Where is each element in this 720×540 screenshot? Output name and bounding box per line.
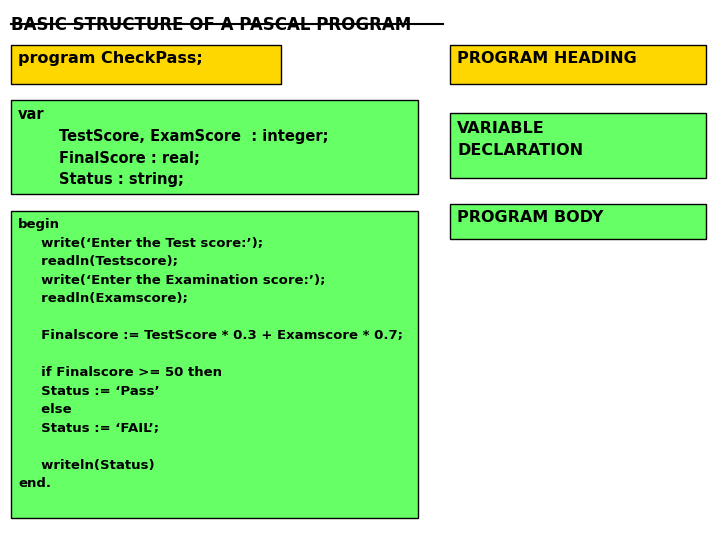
Text: program CheckPass;: program CheckPass;: [18, 51, 203, 66]
Text: VARIABLE
DECLARATION: VARIABLE DECLARATION: [457, 121, 583, 158]
FancyBboxPatch shape: [450, 204, 706, 239]
Text: PROGRAM HEADING: PROGRAM HEADING: [457, 51, 637, 66]
FancyBboxPatch shape: [11, 45, 281, 84]
FancyBboxPatch shape: [450, 113, 706, 178]
Text: PROGRAM BODY: PROGRAM BODY: [457, 210, 603, 225]
FancyBboxPatch shape: [11, 211, 418, 518]
Text: var
        TestScore, ExamScore  : integer;
        FinalScore : real;
        : var TestScore, ExamScore : integer; Fina…: [18, 107, 328, 187]
Text: BASIC STRUCTURE OF A PASCAL PROGRAM: BASIC STRUCTURE OF A PASCAL PROGRAM: [11, 16, 411, 34]
Text: begin
     write(‘Enter the Test score:’);
     readln(Testscore);
     write(‘E: begin write(‘Enter the Test score:’); re…: [18, 218, 403, 490]
FancyBboxPatch shape: [11, 100, 418, 194]
FancyBboxPatch shape: [450, 45, 706, 84]
